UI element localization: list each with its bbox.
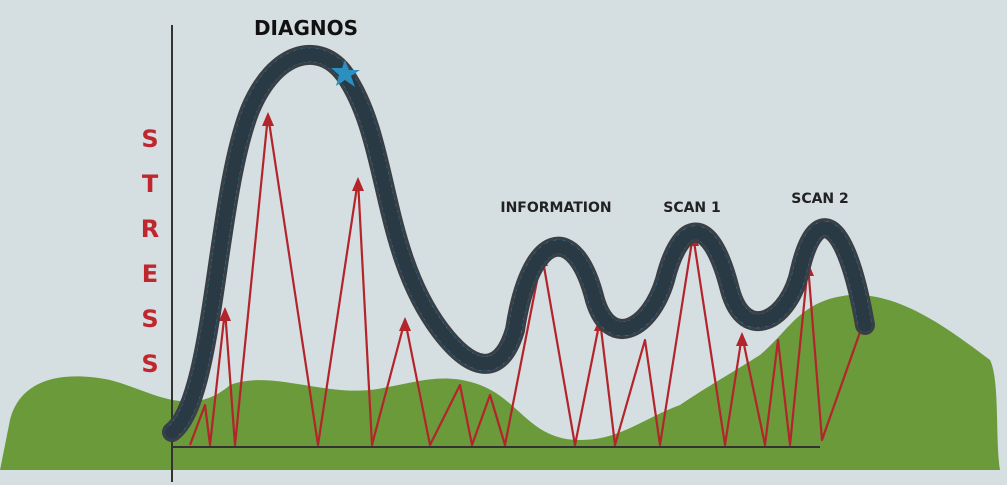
title: DIAGNOS bbox=[254, 16, 358, 40]
peak-label: SCAN 1 bbox=[663, 200, 721, 216]
stress-label: STRESS bbox=[136, 125, 164, 395]
peak-label: SCAN 2 bbox=[791, 191, 849, 207]
illustration: DIAGNOS STRESS INFORMATION SCAN 1 SCAN 2 bbox=[0, 0, 1007, 485]
peak-label: INFORMATION bbox=[500, 200, 611, 216]
